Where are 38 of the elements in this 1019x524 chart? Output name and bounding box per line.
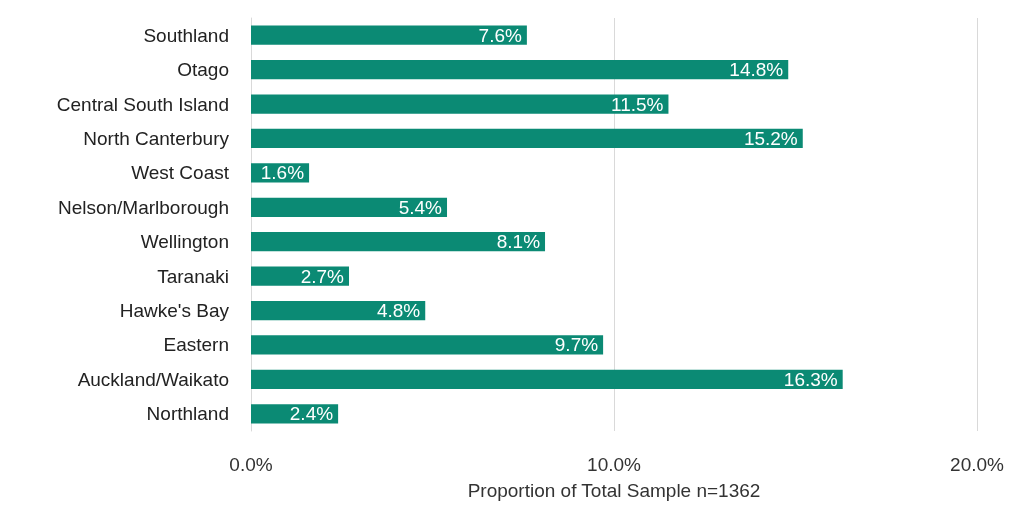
data-label: 15.2% [743, 127, 798, 149]
bar [251, 300, 426, 321]
data-label: 1.6% [260, 162, 305, 184]
x-tick-label: 20.0% [950, 454, 1005, 475]
data-label: 7.6% [478, 24, 522, 46]
y-tick-label: West Coast [131, 162, 230, 184]
bar [251, 232, 546, 252]
bar [251, 128, 803, 149]
x-tick-label: 0.0% [229, 454, 273, 475]
data-label: 2.7% [300, 265, 345, 287]
y-tick-label: Hawke's Bay [119, 300, 230, 322]
y-tick-label: North Canterbury [83, 127, 230, 149]
x-axis-title: Proportion of Total Sample n=1362 [467, 480, 761, 501]
y-tick-label: Auckland/Waikato [77, 368, 229, 390]
data-label: 8.1% [496, 231, 541, 253]
data-label: 14.8% [729, 59, 784, 81]
bar [251, 25, 527, 45]
data-label: 4.8% [376, 300, 421, 322]
bar [251, 335, 604, 355]
data-label: 2.4% [289, 403, 334, 425]
x-tick-label: 10.0% [587, 454, 642, 475]
bar [251, 197, 448, 217]
y-tick-label: Otago [177, 59, 229, 81]
y-tick-label: Taranaki [157, 265, 229, 287]
y-tick-label: Central South Island [56, 93, 229, 115]
data-label: 5.4% [398, 196, 443, 218]
y-tick-label: Nelson/Marlborough [57, 196, 229, 218]
data-label: 16.3% [783, 368, 838, 390]
bar [251, 266, 350, 286]
y-tick-label: Southland [143, 24, 229, 46]
bar [251, 59, 789, 80]
bar [251, 369, 843, 390]
data-label: 9.7% [554, 334, 599, 356]
bar [251, 94, 669, 114]
y-tick-label: Eastern [163, 334, 229, 356]
y-tick-label: Northland [146, 403, 229, 425]
y-tick-label: Wellington [140, 231, 229, 253]
data-label: 11.5% [610, 93, 664, 115]
